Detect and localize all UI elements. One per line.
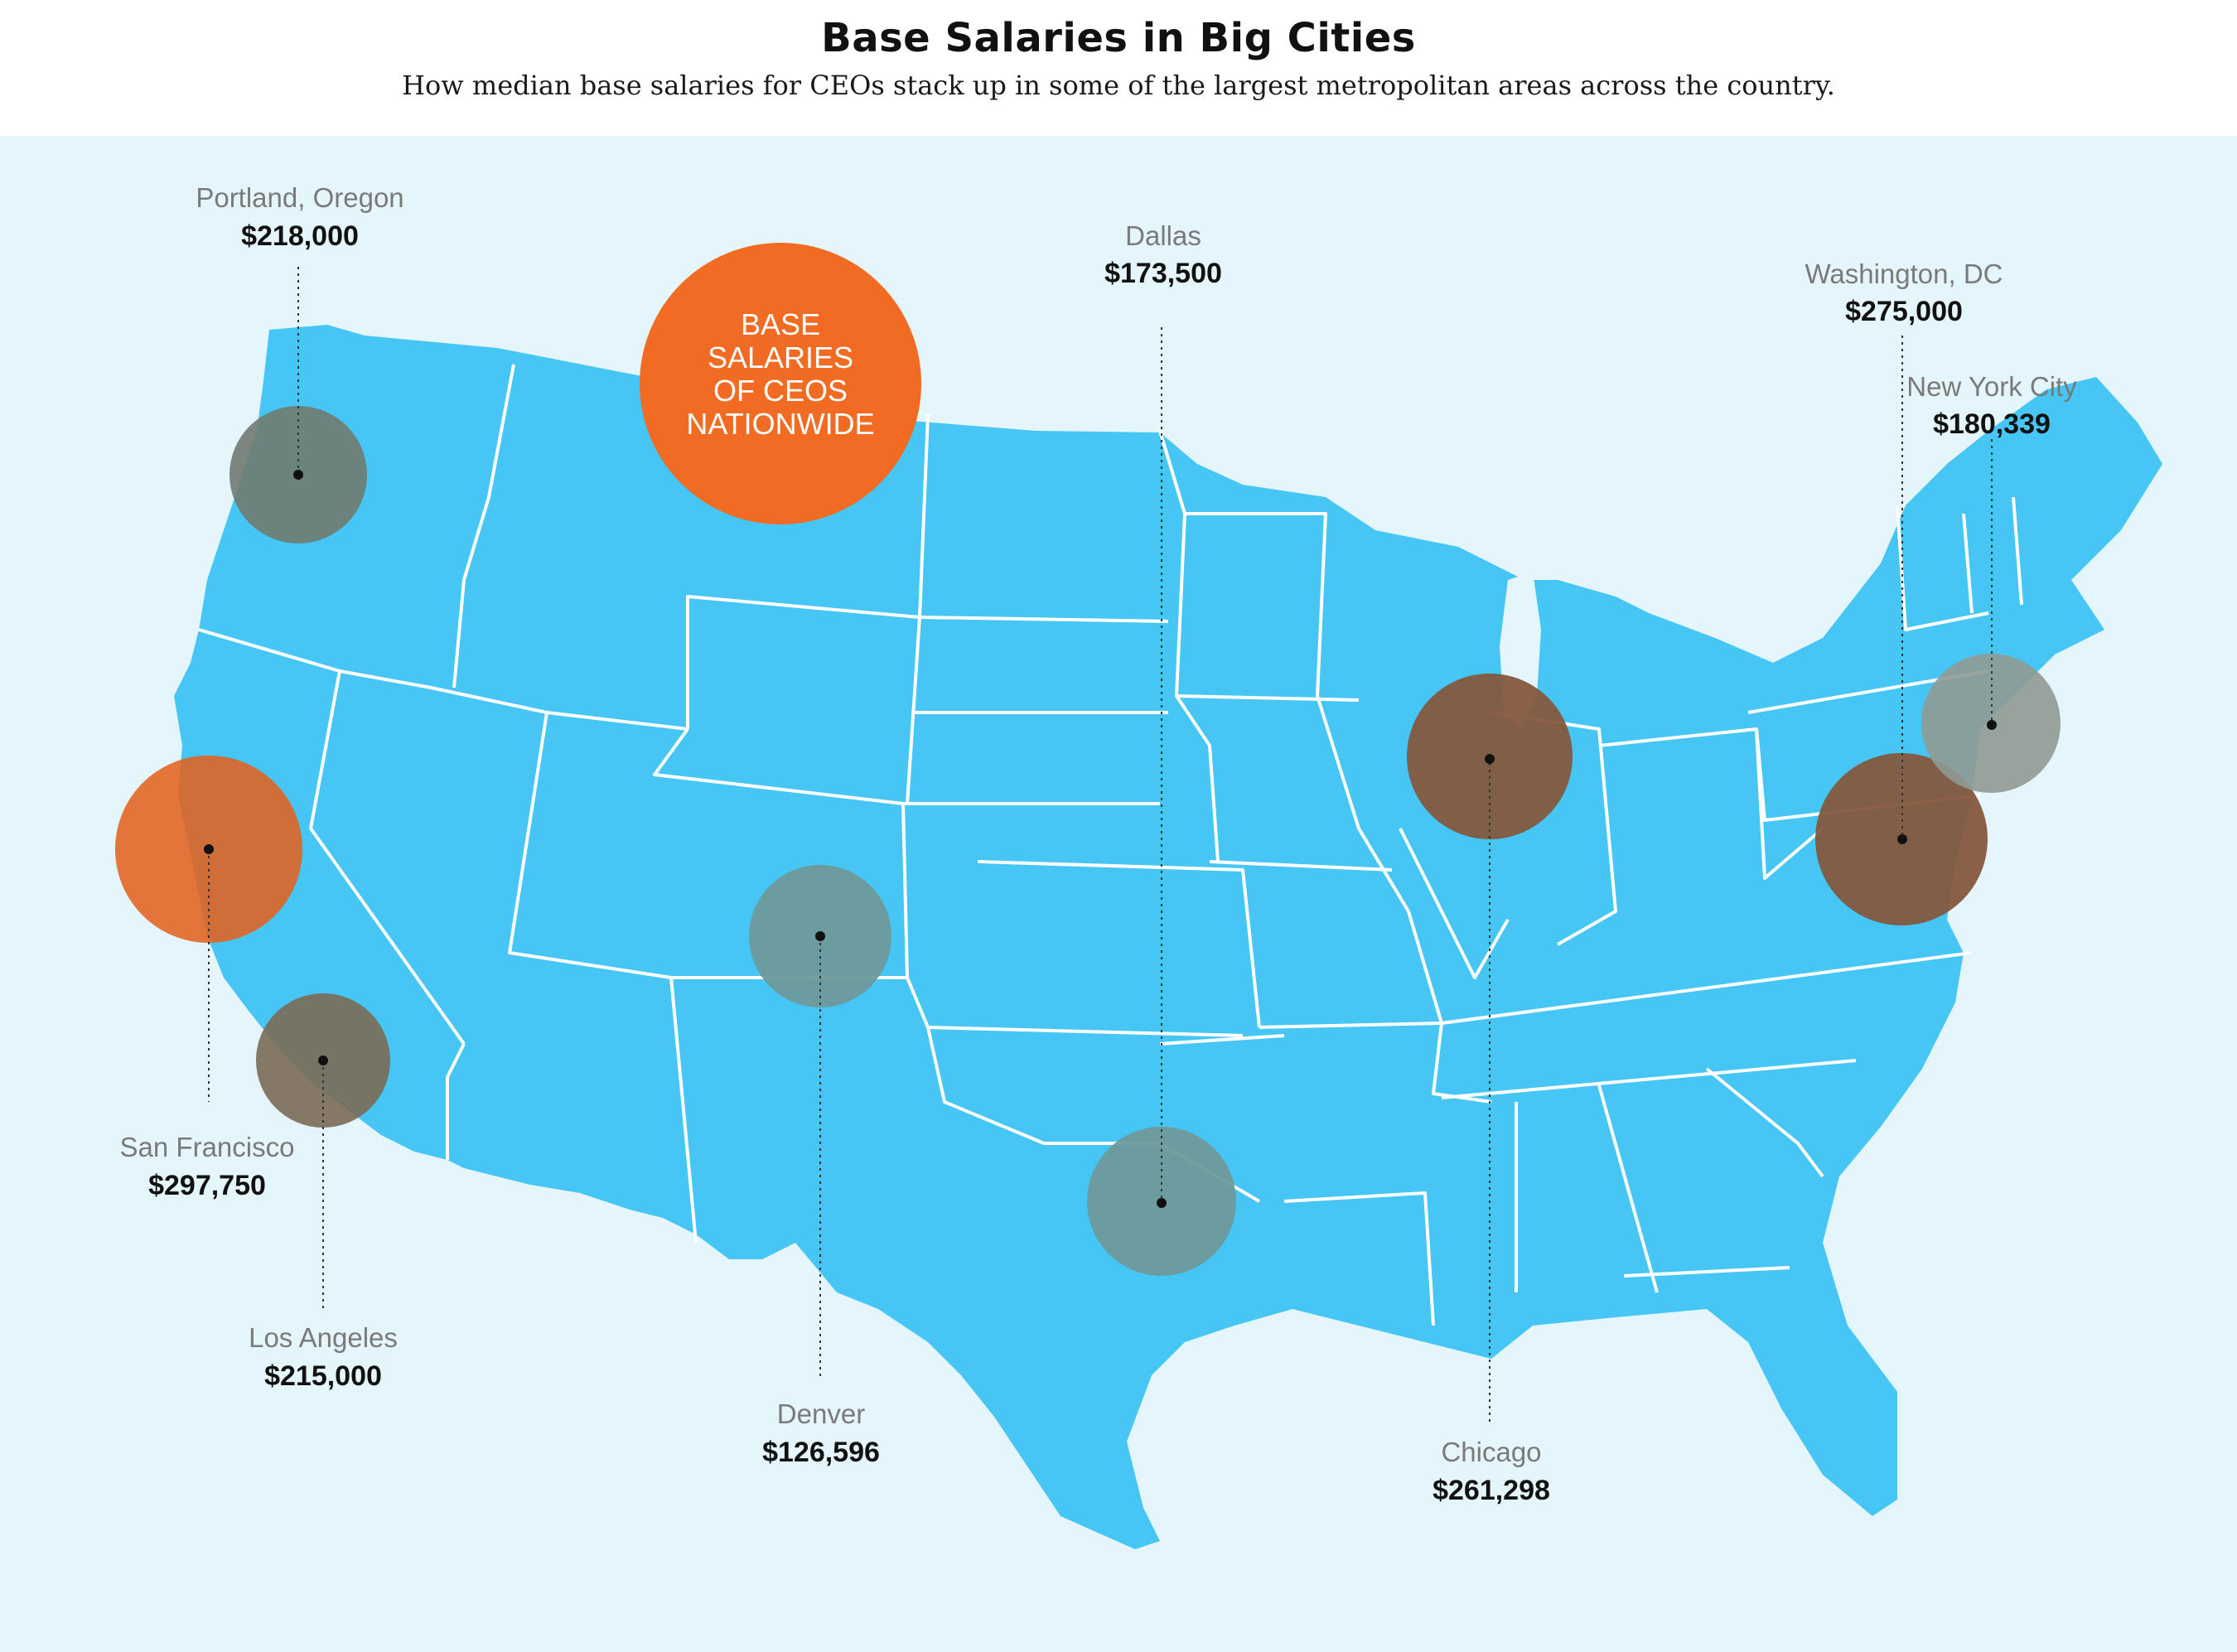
label-los-angeles-name: Los Angeles [249,1322,398,1353]
legend-line-1: BASE [741,307,820,341]
label-chicago-value: $261,298 [1433,1475,1550,1506]
dot-portland [293,470,303,480]
legend-line-2: SALARIES [708,341,853,374]
label-denver-name: Denver [777,1398,865,1429]
us-landmass [174,325,2162,1549]
header: Base Salaries in Big Cities How median b… [0,0,2237,136]
city-labels: Portland, Oregon $218,000 Dallas $173,50… [120,182,2078,1506]
city-dots [204,470,1997,1208]
dot-chicago [1485,754,1495,764]
dot-dallas [1157,1198,1167,1208]
label-portland-value: $218,000 [241,220,359,252]
label-dallas-name: Dallas [1125,220,1201,251]
label-los-angeles-value: $215,000 [264,1360,382,1392]
page-subtitle: How median base salaries for CEOs stack … [402,70,1835,101]
label-chicago-name: Chicago [1441,1437,1541,1467]
leader-lines [208,267,1993,1425]
legend-line-3: OF CEOS [713,374,848,408]
label-denver-value: $126,596 [762,1437,880,1468]
label-portland-name: Portland, Oregon [196,182,403,213]
label-new-york-name: New York City [1906,371,2077,402]
dot-new-york [1987,720,1997,730]
label-washington-dc-value: $275,000 [1845,296,1963,327]
dot-washington-dc [1897,834,1907,844]
label-san-francisco-name: San Francisco [120,1132,295,1162]
dot-san-francisco [204,844,214,854]
legend-line-4: NATIONWIDE [686,407,874,441]
label-new-york-value: $180,339 [1933,408,2051,440]
dot-los-angeles [318,1055,328,1065]
page-title: Base Salaries in Big Cities [821,15,1416,61]
label-dallas-value: $173,500 [1104,258,1222,289]
dot-denver [815,931,825,941]
state-borders [198,364,2023,1326]
legend-circle [640,243,921,524]
label-san-francisco-value: $297,750 [148,1170,266,1201]
label-washington-dc-name: Washington, DC [1805,258,2003,289]
